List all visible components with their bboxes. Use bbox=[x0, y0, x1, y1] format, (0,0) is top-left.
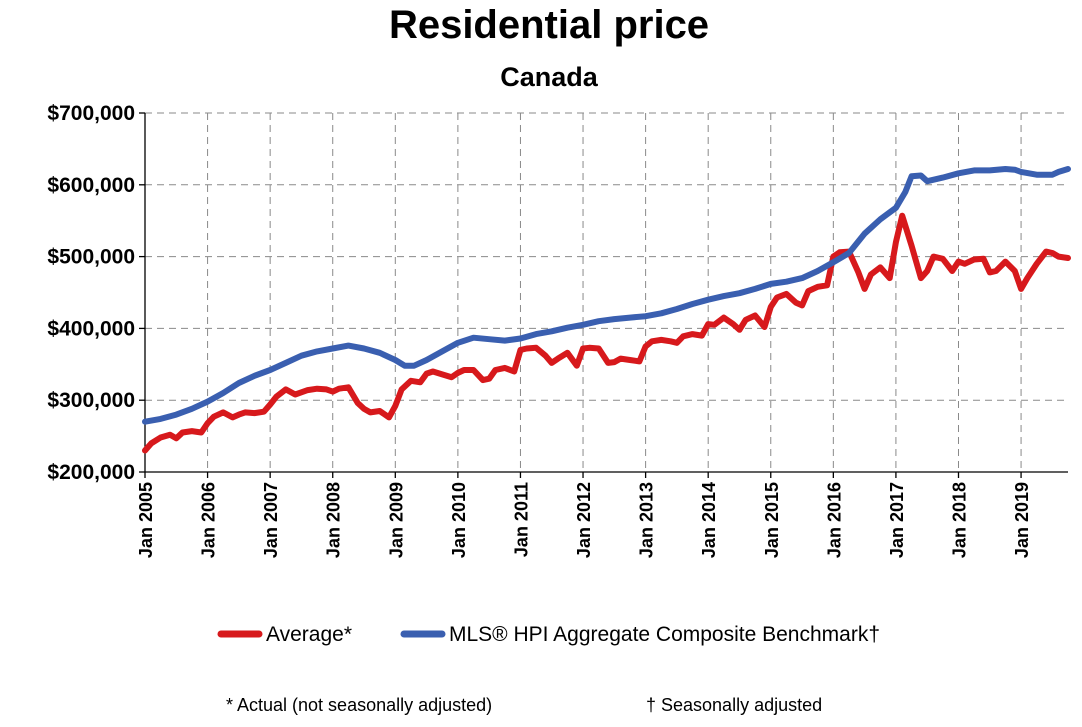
x-tick-labels: Jan 2005 Jan 2006 Jan 2007 Jan 2008 Jan 2009… bbox=[136, 482, 1032, 558]
x-tick-label-14: Jan 2019 bbox=[1012, 482, 1032, 558]
axes bbox=[139, 112, 1068, 478]
x-tick-label-1: Jan 2006 bbox=[199, 482, 219, 558]
series-line-1 bbox=[142, 166, 1071, 425]
x-tick-label-6: Jan 2011 bbox=[511, 482, 531, 557]
series-lines bbox=[142, 166, 1071, 454]
y-tick-labels: $200,000 $300,000 $400,000 $500,000 $600,000… bbox=[47, 102, 135, 484]
footnote-seasonally-adjusted: † Seasonally adjusted bbox=[646, 695, 822, 715]
y-tick-label-5: $700,000 bbox=[47, 102, 135, 125]
x-tick-label-12: Jan 2017 bbox=[887, 482, 907, 558]
footnote-actual: * Actual (not seasonally adjusted) bbox=[226, 695, 492, 715]
y-tick-label-0: $200,000 bbox=[47, 461, 135, 484]
legend-label-mls-hpi: MLS® HPI Aggregate Composite Benchmark† bbox=[449, 623, 880, 646]
x-tick-label-0: Jan 2005 bbox=[136, 482, 156, 558]
x-tick-label-11: Jan 2016 bbox=[824, 482, 844, 558]
y-tick-label-2: $400,000 bbox=[47, 317, 135, 340]
chart-subtitle: Canada bbox=[500, 62, 599, 92]
x-tick-label-4: Jan 2009 bbox=[386, 482, 406, 558]
legend: Average* MLS® HPI Aggregate Composite Be… bbox=[217, 623, 880, 646]
legend-label-average: Average* bbox=[266, 623, 352, 646]
chart-title: Residential price bbox=[389, 3, 709, 47]
y-tick-label-1: $300,000 bbox=[47, 389, 135, 412]
y-tick-label-4: $600,000 bbox=[47, 174, 135, 197]
x-tick-label-7: Jan 2012 bbox=[574, 482, 594, 558]
x-tick-label-9: Jan 2014 bbox=[699, 482, 719, 558]
x-tick-label-3: Jan 2008 bbox=[324, 482, 344, 558]
series-line-0 bbox=[142, 212, 1071, 454]
x-tick-label-13: Jan 2018 bbox=[949, 482, 969, 558]
x-tick-label-10: Jan 2015 bbox=[762, 482, 782, 558]
legend-item-average: Average* bbox=[217, 623, 352, 646]
x-tick-label-2: Jan 2007 bbox=[261, 482, 281, 558]
gridlines bbox=[145, 112, 1068, 472]
y-tick-label-3: $500,000 bbox=[47, 246, 135, 269]
x-tick-label-5: Jan 2010 bbox=[449, 482, 469, 558]
x-tick-label-8: Jan 2013 bbox=[637, 482, 657, 558]
legend-item-mls-hpi: MLS® HPI Aggregate Composite Benchmark† bbox=[400, 623, 880, 646]
